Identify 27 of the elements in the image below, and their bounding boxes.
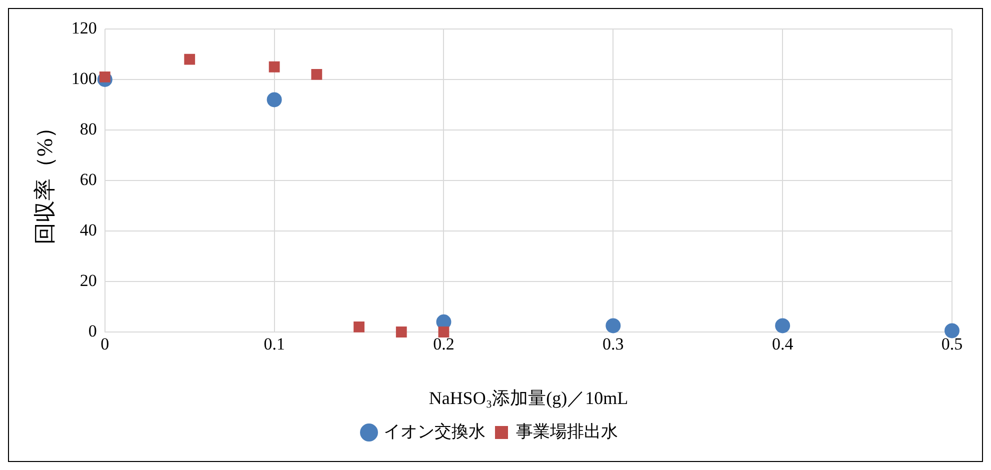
point	[266, 92, 282, 108]
x-tick-label: 0	[100, 334, 110, 354]
legend-label: イオン交換水	[384, 422, 486, 441]
point	[606, 318, 621, 334]
point	[944, 323, 960, 338]
x-tick-label: 0.4	[772, 334, 794, 354]
point	[396, 326, 407, 338]
x-tick-label: 0.3	[602, 334, 624, 354]
y-tick-label: 60	[80, 170, 97, 189]
x-tick-label: 0.2	[433, 334, 454, 354]
y-tick-label: 20	[80, 270, 97, 290]
legend-label: 事業場排出水	[516, 422, 618, 441]
point	[775, 318, 790, 334]
x-tick-label: 0.1	[264, 334, 285, 354]
y-tick-label: 80	[80, 119, 97, 138]
point	[184, 54, 196, 65]
y-tick-label: 100	[71, 68, 97, 88]
point	[311, 69, 322, 80]
point	[268, 61, 280, 72]
x-axis-title: NaHSO₃添加量(g)／10mL	[428, 388, 628, 408]
y-tick-label: 120	[71, 18, 97, 38]
point	[354, 322, 364, 332]
point	[438, 326, 450, 338]
y-tick-label: 40	[80, 220, 97, 240]
y-axis-title: 回収率（%）	[32, 116, 57, 245]
y-tick-label: 0	[88, 321, 97, 340]
x-tick-label: 0.5	[941, 334, 963, 354]
